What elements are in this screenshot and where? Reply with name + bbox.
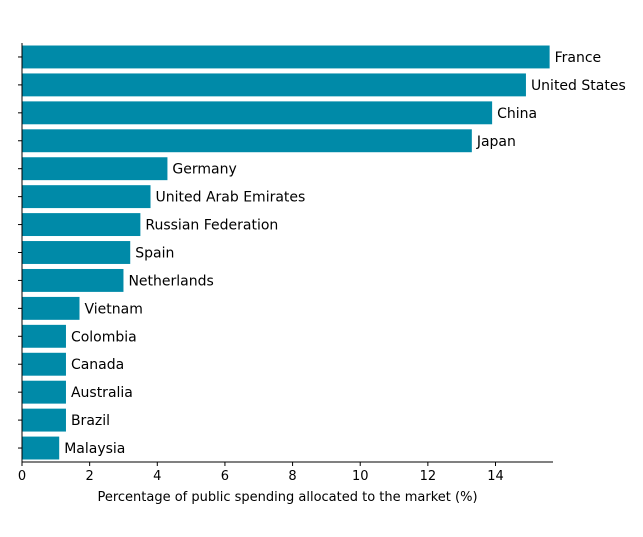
bar-russian-federation (22, 213, 141, 237)
bar-label-colombia: Colombia (71, 329, 137, 345)
bar-label-united-arab-emirates: United Arab Emirates (156, 190, 306, 206)
bar-malaysia (22, 436, 60, 460)
x-tick-label-14: 14 (487, 469, 504, 484)
bar-china (22, 101, 493, 125)
bar-united-states (22, 73, 526, 97)
y-axis-ticks (18, 56, 22, 449)
bar-germany (22, 157, 168, 181)
bar-label-spain: Spain (135, 246, 174, 262)
bar-label-russian-federation: Russian Federation (145, 218, 278, 234)
bar-spain (22, 241, 131, 264)
x-tick-label-8: 8 (288, 469, 296, 484)
bar-vietnam (22, 296, 80, 320)
bar-label-germany: Germany (172, 162, 236, 178)
bar-label-china: China (497, 106, 537, 122)
bar-labels-group: France United States China Japan Germany Unit… (64, 50, 626, 457)
bar-label-netherlands: Netherlands (128, 273, 213, 289)
x-tick-label-6: 6 (221, 469, 229, 484)
bars-group (22, 45, 550, 460)
x-axis-ticks: 0 2 4 6 8 10 12 14 (18, 462, 504, 484)
bar-label-australia: Australia (71, 385, 133, 401)
bar-colombia (22, 324, 66, 348)
bar-japan (22, 129, 472, 153)
bar-label-malaysia: Malaysia (64, 441, 125, 457)
x-tick-label-12: 12 (420, 469, 437, 484)
x-tick-label-0: 0 (18, 469, 26, 484)
x-tick-label-10: 10 (352, 469, 369, 484)
x-tick-label-4: 4 (153, 469, 161, 484)
bar-label-brazil: Brazil (71, 413, 110, 429)
bar-label-vietnam: Vietnam (84, 301, 142, 317)
bar-label-canada: Canada (71, 357, 124, 373)
bar-canada (22, 352, 66, 376)
bar-united-arab-emirates (22, 185, 151, 209)
bar-label-united-states: United States (531, 78, 626, 94)
bar-brazil (22, 408, 66, 432)
bar-netherlands (22, 268, 124, 292)
bar-australia (22, 380, 66, 404)
bar-label-japan: Japan (476, 134, 516, 150)
bar-france (22, 45, 550, 69)
bar-label-france: France (555, 50, 602, 66)
x-axis-title: Percentage of public spending allocated … (97, 490, 477, 505)
x-tick-label-2: 2 (86, 469, 94, 484)
